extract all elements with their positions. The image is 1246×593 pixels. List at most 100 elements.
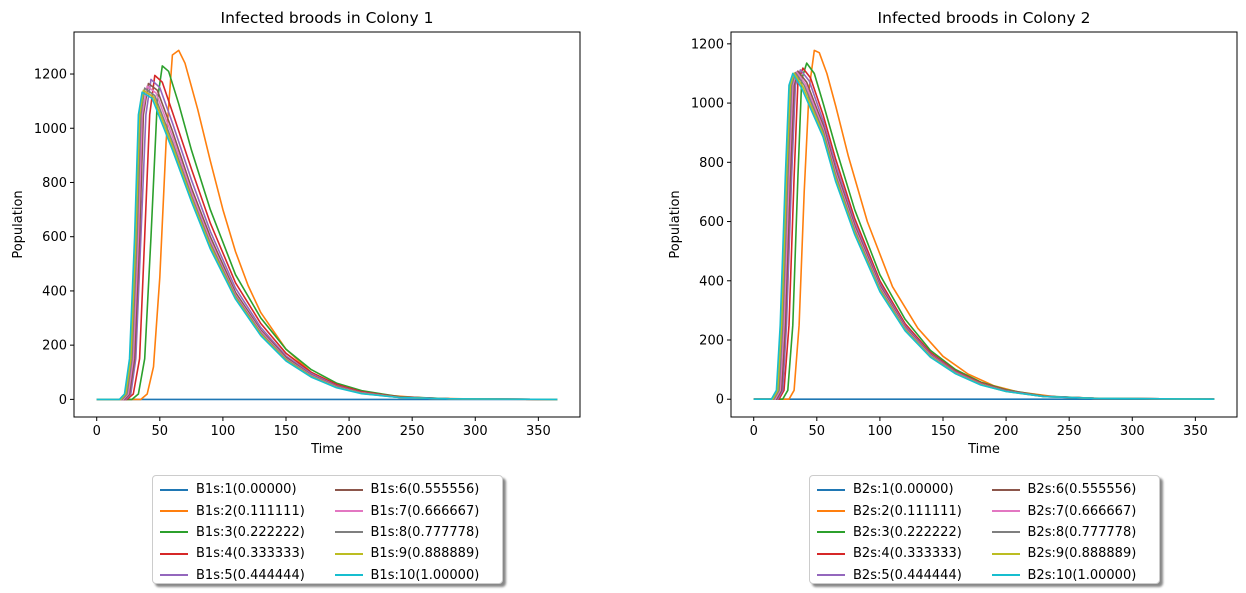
- legend-item-5: B1s:5(0.444444): [160, 565, 321, 586]
- legend-label: B2s:10(1.00000): [1027, 567, 1137, 583]
- legend-item-6: B1s:6(0.555556): [334, 479, 496, 500]
- y-tick-label: 1200: [691, 37, 724, 52]
- legend-item-10: B1s:10(1.00000): [334, 565, 496, 586]
- legend-label: B2s:8(0.777778): [1027, 524, 1137, 540]
- y-tick-label: 0: [59, 393, 67, 408]
- x-tick-label: 300: [463, 424, 488, 439]
- series-line-4: [96, 74, 558, 401]
- legend-item-2: B2s:2(0.111111): [817, 500, 978, 521]
- x-tick-label: 50: [809, 424, 826, 439]
- legend-grid: B1s:1(0.00000) B1s:6(0.555556) B1s:2(0.111…: [160, 479, 495, 586]
- legend-colony-2: B2s:1(0.00000) B2s:6(0.555556) B2s:2(0.111…: [809, 475, 1160, 584]
- legend-label: B2s:6(0.555556): [1027, 482, 1137, 498]
- legend-swatch: [991, 574, 1020, 577]
- legend-item-1: B2s:1(0.00000): [817, 479, 978, 500]
- legend-label: B1s:2(0.111111): [196, 503, 305, 519]
- legend-swatch: [991, 510, 1020, 513]
- x-tick-label: 350: [526, 424, 551, 439]
- legend-item-3: B1s:3(0.222222): [160, 522, 321, 543]
- y-axis-label: Population: [11, 190, 26, 258]
- legend-item-6: B2s:6(0.555556): [991, 479, 1153, 500]
- legend-label: B2s:1(0.00000): [853, 482, 954, 498]
- x-tick-label: 100: [867, 424, 892, 439]
- legend-label: B1s:8(0.777778): [370, 524, 480, 540]
- y-tick-label: 0: [716, 393, 724, 408]
- legend-item-3: B2s:3(0.222222): [817, 522, 978, 543]
- legend-item-8: B1s:8(0.777778): [334, 522, 496, 543]
- y-tick-label: 400: [42, 284, 67, 299]
- legend-swatch: [991, 552, 1020, 555]
- x-tick-label: 200: [994, 424, 1019, 439]
- legend-label: B1s:10(1.00000): [370, 567, 480, 583]
- legend-label: B1s:6(0.555556): [370, 482, 480, 498]
- legend-swatch: [817, 531, 845, 534]
- x-axis-label: Time: [967, 442, 1000, 457]
- x-tick-label: 150: [274, 424, 299, 439]
- legend-label: B1s:9(0.888889): [370, 546, 480, 562]
- axes-frame: [730, 31, 1238, 418]
- x-tick-label: 0: [750, 424, 758, 439]
- legend-label: B1s:5(0.444444): [196, 567, 305, 583]
- y-tick-label: 800: [42, 176, 67, 191]
- legend-item-10: B2s:10(1.00000): [991, 565, 1153, 586]
- y-tick-label: 600: [699, 215, 724, 230]
- legend-label: B2s:2(0.111111): [853, 503, 962, 519]
- x-axis-label: Time: [310, 442, 343, 457]
- y-tick-label: 200: [42, 339, 67, 354]
- legend-swatch: [160, 531, 188, 534]
- series-line-10: [753, 72, 1215, 401]
- y-tick-label: 200: [699, 334, 724, 349]
- legend-grid: B2s:1(0.00000) B2s:6(0.555556) B2s:2(0.111…: [817, 479, 1152, 586]
- legend-swatch: [817, 574, 845, 577]
- legend-item-7: B1s:7(0.666667): [334, 500, 496, 521]
- chart-panel-1: [70, 31, 581, 421]
- x-tick-label: 350: [1183, 424, 1208, 439]
- x-tick-label: 250: [400, 424, 425, 439]
- y-axis-label: Population: [668, 190, 683, 258]
- legend-swatch: [334, 488, 363, 491]
- y-tick-label: 1200: [34, 68, 67, 83]
- legend-swatch: [817, 488, 845, 491]
- x-tick-label: 100: [210, 424, 235, 439]
- legend-item-9: B1s:9(0.888889): [334, 543, 496, 564]
- legend-label: B2s:4(0.333333): [853, 546, 962, 562]
- series-line-5: [753, 69, 1215, 401]
- x-tick-label: 250: [1057, 424, 1082, 439]
- legend-item-9: B2s:9(0.888889): [991, 543, 1153, 564]
- legend-swatch: [334, 510, 363, 513]
- chart-title: Infected broods in Colony 1: [221, 9, 434, 27]
- chart-panel-2: [727, 31, 1238, 421]
- legend-item-1: B1s:1(0.00000): [160, 479, 321, 500]
- legend-swatch: [817, 510, 845, 513]
- legend-item-4: B2s:4(0.333333): [817, 543, 978, 564]
- legend-label: B1s:3(0.222222): [196, 524, 305, 540]
- legend-item-8: B2s:8(0.777778): [991, 522, 1153, 543]
- y-tick-label: 1000: [34, 122, 67, 137]
- legend-item-7: B2s:7(0.666667): [991, 500, 1153, 521]
- legend-swatch: [160, 510, 188, 513]
- legend-swatch: [991, 488, 1020, 491]
- chart-title: Infected broods in Colony 2: [878, 9, 1091, 27]
- legend-item-2: B1s:2(0.111111): [160, 500, 321, 521]
- legend-colony-1: B1s:1(0.00000) B1s:6(0.555556) B1s:2(0.111…: [152, 475, 503, 584]
- x-tick-label: 300: [1120, 424, 1145, 439]
- legend-label: B1s:4(0.333333): [196, 546, 305, 562]
- x-tick-label: 200: [337, 424, 362, 439]
- legend-swatch: [817, 552, 845, 555]
- legend-label: B1s:1(0.00000): [196, 482, 297, 498]
- series-line-10: [96, 91, 558, 401]
- legend-swatch: [334, 552, 363, 555]
- x-tick-label: 0: [93, 424, 101, 439]
- legend-label: B2s:3(0.222222): [853, 524, 962, 540]
- series-line-3: [96, 65, 558, 401]
- x-tick-label: 50: [152, 424, 169, 439]
- y-tick-label: 400: [699, 274, 724, 289]
- legend-item-4: B1s:4(0.333333): [160, 543, 321, 564]
- legend-swatch: [334, 574, 363, 577]
- legend-swatch: [991, 531, 1020, 534]
- legend-label: B2s:5(0.444444): [853, 567, 962, 583]
- legend-swatch: [160, 574, 188, 577]
- legend-label: B1s:7(0.666667): [370, 503, 480, 519]
- axes-frame: [73, 31, 581, 418]
